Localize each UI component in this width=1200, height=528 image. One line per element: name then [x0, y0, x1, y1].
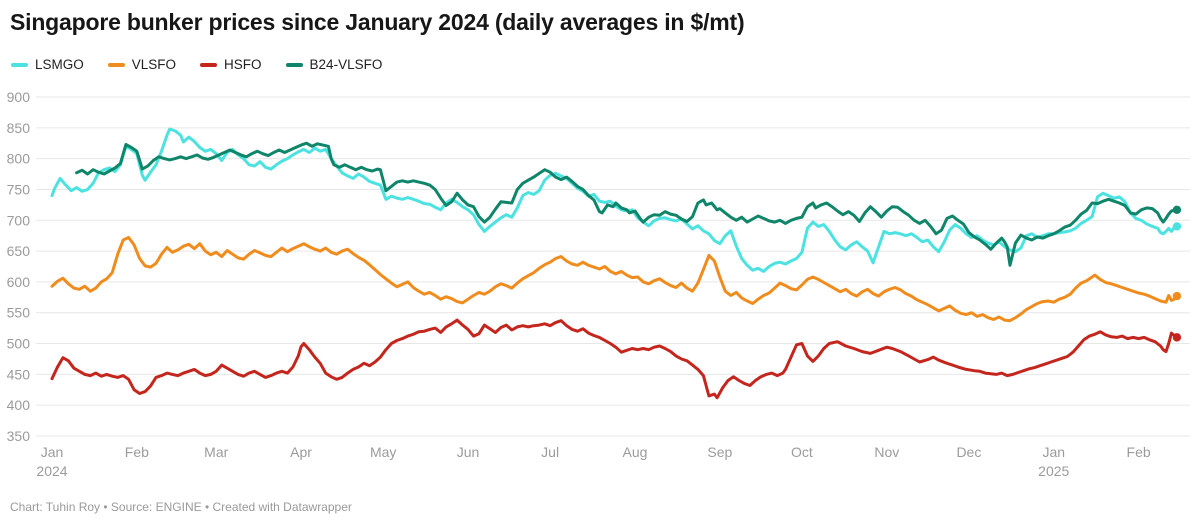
x-tick-label: May [370, 444, 396, 460]
chart-title: Singapore bunker prices since January 20… [10, 9, 745, 35]
x-tick-label: Feb [125, 444, 149, 460]
y-tick-label: 450 [7, 366, 31, 382]
legend-swatch-icon [200, 62, 218, 67]
series-line-b24-vlsfo [75, 141, 1179, 267]
y-tick-label: 550 [7, 305, 31, 321]
legend-label: B24-VLSFO [309, 57, 383, 72]
chart-legend: LSMGO VLSFO HSFO B24-VLSFO [11, 57, 382, 72]
series-line-hsfo [50, 318, 1179, 400]
x-tick-label: Apr [290, 444, 312, 460]
legend-item-hsfo: HSFO [200, 57, 262, 72]
legend-swatch-icon [107, 62, 125, 67]
legend-label: HSFO [224, 57, 262, 72]
legend-item-lsmgo: LSMGO [11, 57, 84, 72]
x-tick-year-label: 2024 [36, 463, 67, 479]
legend-swatch-icon [11, 62, 28, 67]
x-tick-label: Jun [457, 444, 480, 460]
series-line-vlsfo [50, 236, 1179, 323]
series-end-dot-vlsfo [1172, 291, 1182, 301]
x-tick-label: Nov [874, 444, 899, 460]
y-tick-label: 850 [7, 120, 31, 136]
x-tick-label: Jan [1042, 444, 1065, 460]
x-tick-label: Jan [41, 444, 64, 460]
legend-swatch-icon [285, 62, 303, 67]
series-end-dot-lsmgo [1172, 222, 1182, 231]
y-tick-label: 600 [7, 274, 31, 290]
x-tick-label: Feb [1127, 444, 1151, 460]
y-tick-label: 700 [7, 212, 31, 228]
y-tick-label: 650 [7, 243, 31, 259]
y-tick-label: 750 [7, 181, 31, 197]
legend-label: LSMGO [35, 57, 84, 72]
legend-item-vlsfo: VLSFO [107, 57, 177, 72]
x-tick-label: Jul [541, 444, 559, 460]
series-end-dot-b24-vlsfo [1172, 205, 1182, 214]
y-tick-label: 800 [7, 151, 31, 167]
x-tick-year-label: 2025 [1038, 463, 1069, 479]
x-tick-label: Aug [623, 444, 648, 460]
x-tick-label: Dec [956, 444, 981, 460]
series-end-dot-hsfo [1172, 333, 1182, 342]
y-tick-label: 350 [7, 428, 31, 444]
legend-label: VLSFO [131, 57, 177, 72]
x-tick-label: Mar [204, 444, 228, 460]
legend-item-b24-vlsfo: B24-VLSFO [285, 57, 383, 72]
y-tick-label: 500 [7, 336, 31, 352]
x-tick-label: Oct [791, 444, 813, 460]
y-tick-label: 900 [7, 89, 31, 105]
chart-footer: Chart: Tuhin Roy • Source: ENGINE • Crea… [10, 500, 352, 514]
x-tick-label: Sep [707, 444, 732, 460]
y-tick-label: 400 [7, 397, 31, 413]
